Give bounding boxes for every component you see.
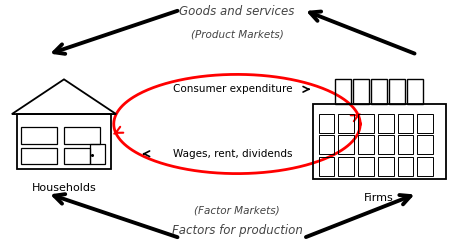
Bar [417,156,433,176]
Text: (Factor Markets): (Factor Markets) [194,206,280,216]
Bar [358,114,374,133]
Bar [378,156,394,176]
Text: Firms: Firms [365,193,394,203]
Text: Households: Households [32,184,96,193]
Bar [338,135,354,154]
Bar [371,79,387,104]
Text: Consumer expenditure: Consumer expenditure [173,84,292,94]
Text: Factors for production: Factors for production [172,224,302,237]
Text: (Product Markets): (Product Markets) [191,30,283,40]
Bar [398,135,413,154]
Bar [64,127,100,144]
Bar [398,114,413,133]
Bar [21,127,57,144]
Bar [90,144,105,164]
Bar [398,156,413,176]
Bar [336,79,351,104]
Bar [338,114,354,133]
Bar [358,156,374,176]
Bar [353,79,369,104]
Bar [319,156,335,176]
Bar [21,148,57,164]
Bar [338,156,354,176]
Bar [417,114,433,133]
Text: Goods and services: Goods and services [179,5,295,18]
Bar [390,79,405,104]
Bar [358,135,374,154]
Bar [319,135,335,154]
Bar [417,135,433,154]
Bar [319,114,335,133]
Bar [378,114,394,133]
Text: Wages, rent, dividends: Wages, rent, dividends [173,149,292,159]
Bar [407,79,423,104]
Bar [313,104,446,179]
Bar [64,148,90,164]
Bar [378,135,394,154]
